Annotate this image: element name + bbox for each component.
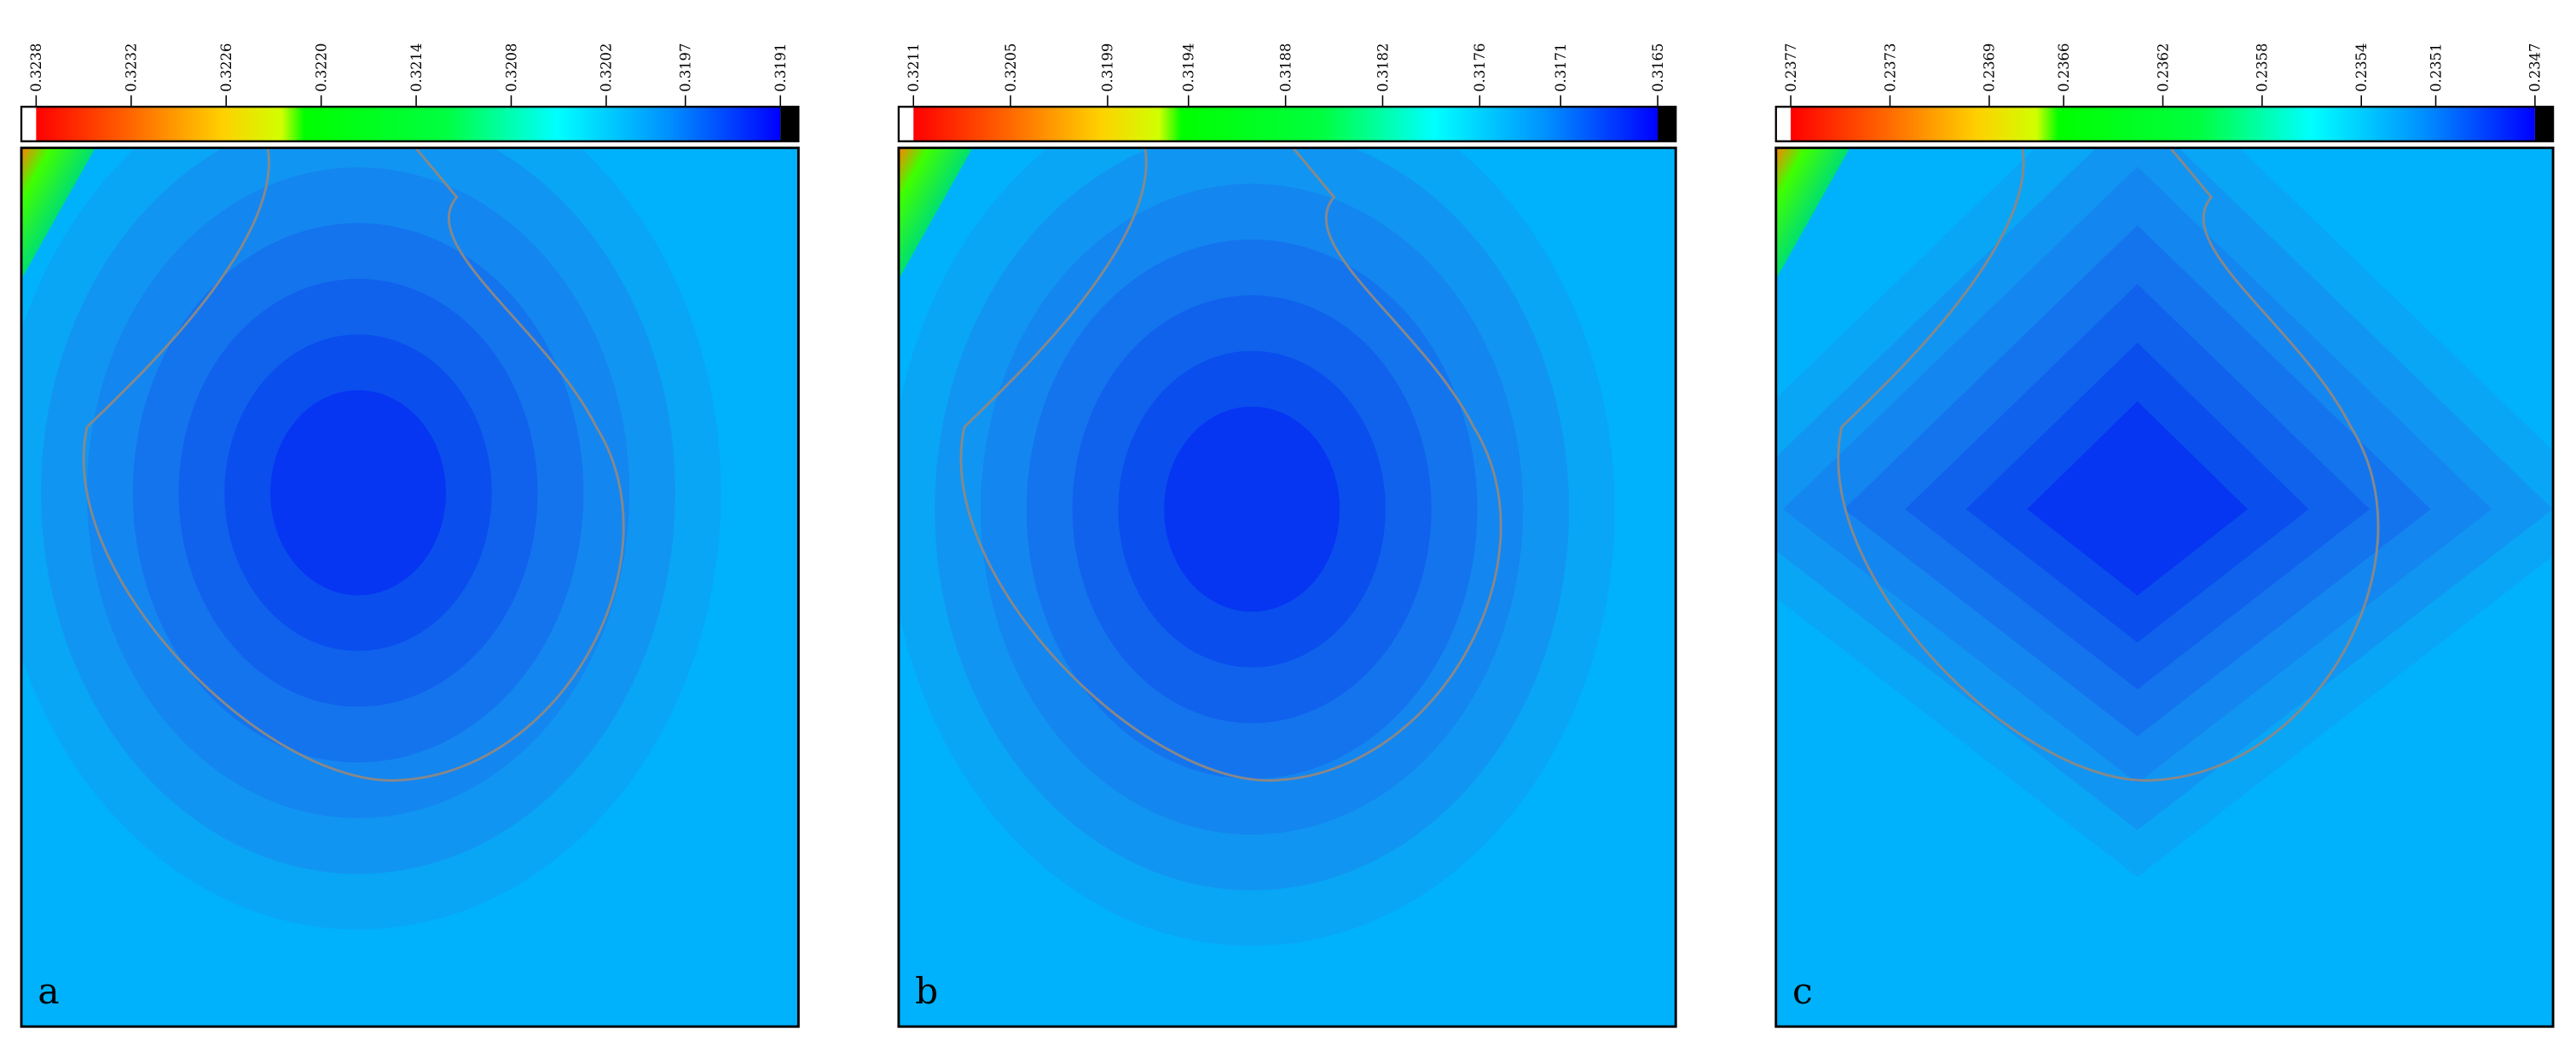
colorbar-tick-label: 0.3171 (1553, 43, 1569, 92)
colorbar (913, 107, 1658, 142)
colorbar-tick-label: 0.3211 (906, 43, 922, 92)
panel-label: a (38, 970, 59, 1012)
figure-body: 0.3238 0.3232 0.3226 0.3220 0.3214 0.3208 0.32… (20, 43, 2555, 1028)
plot-frame (1774, 146, 2555, 1028)
plot-frame (20, 146, 800, 1028)
colorbar-tick-label: 0.3176 (1472, 43, 1488, 92)
colorbar-frame (20, 106, 800, 142)
panel: 0.3211 0.3205 0.3199 0.3194 0.3188 0.3182 0.31… (897, 43, 1677, 1028)
field (1775, 147, 2554, 1027)
colorbar-tick-label: 0.3194 (1181, 43, 1197, 92)
colorbar-tick-label: 0.2354 (2353, 43, 2370, 92)
colorbar-tick-label: 0.3199 (1100, 43, 1116, 92)
panel: 0.2377 0.2373 0.2369 0.2366 0.2362 0.2358 0.23… (1774, 43, 2555, 1028)
colorbar-tick-label: 0.3205 (1003, 43, 1019, 92)
contour-line (959, 147, 1502, 782)
colorbar-tick-label: 0.2358 (2255, 43, 2271, 92)
contour-band (270, 390, 446, 596)
colorbar-tick-label: 0.3188 (1277, 43, 1294, 92)
colorbar-low-end (898, 107, 914, 142)
colorbar-high-end (1658, 107, 1676, 142)
colorbar-tick-label: 0.2377 (1783, 43, 1799, 92)
colorbar-tick-label: 0.3191 (773, 43, 789, 92)
field (21, 147, 799, 1027)
colorbar-tick-label: 0.3182 (1375, 43, 1391, 92)
colorbar-frame (897, 106, 1677, 142)
colorbar-tick-label: 0.3220 (313, 43, 329, 92)
colorbar-tick-label: 0.3208 (503, 43, 519, 92)
plot-frame (897, 146, 1677, 1028)
hot-corner (1775, 147, 1850, 280)
field (898, 147, 1676, 1027)
colorbar-tick-label: 0.3226 (218, 43, 234, 92)
colorbar-frame (1774, 106, 2555, 142)
contour-line (1837, 147, 2380, 782)
colorbar-low-end (1775, 107, 1792, 142)
contour-line (82, 147, 625, 782)
colorbar (1791, 107, 2535, 142)
panel-label: b (915, 970, 938, 1012)
colorbar-tick-label: 0.3238 (28, 43, 44, 92)
colorbar-tick-label: 0.3197 (678, 43, 694, 92)
contour-band (2027, 401, 2249, 596)
hot-corner (898, 147, 973, 280)
hot-corner (21, 147, 96, 280)
colorbar-tick-label: 0.2369 (1982, 43, 1998, 92)
colorbar-tick-label: 0.3214 (408, 43, 425, 92)
colorbar-high-end (2534, 107, 2554, 142)
colorbar-tick-label: 0.2347 (2527, 43, 2544, 92)
colorbar-tick-label: 0.3202 (599, 43, 615, 92)
colorbar (36, 107, 781, 142)
colorbar-tick-label: 0.2373 (1882, 43, 1898, 92)
colorbar-tick-label: 0.3232 (124, 43, 140, 92)
colorbar-high-end (780, 107, 799, 142)
panel: 0.3238 0.3232 0.3226 0.3220 0.3214 0.3208 0.32… (20, 43, 800, 1028)
contour-band (1164, 406, 1340, 612)
colorbar-tick-label: 0.2362 (2155, 43, 2171, 92)
colorbar-tick-label: 0.3165 (1650, 43, 1666, 92)
colorbar-tick-label: 0.2351 (2428, 43, 2444, 92)
colorbar-tick-label: 0.2366 (2056, 43, 2072, 92)
panel-label: c (1792, 970, 1813, 1012)
colorbar-low-end (21, 107, 37, 142)
